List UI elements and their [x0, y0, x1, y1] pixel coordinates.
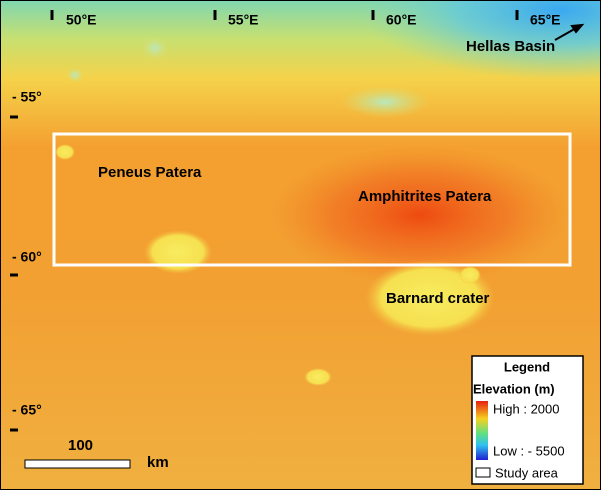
longitude-label: 65°E	[530, 12, 561, 28]
crater	[144, 230, 212, 274]
longitude-label: 50°E	[66, 12, 97, 28]
legend-subtitle: Elevation (m)	[473, 381, 555, 396]
longitude-label: 60°E	[386, 12, 417, 28]
scale-bar	[25, 460, 130, 468]
legend-title: Legend	[504, 359, 550, 374]
crater	[55, 144, 75, 160]
legend-high: High : 2000	[493, 401, 560, 416]
latitude-label: - 60°	[12, 249, 42, 265]
legend-study-area: Study area	[495, 465, 559, 480]
latitude-label: - 65°	[12, 402, 42, 418]
legend-ramp	[476, 401, 488, 460]
map: 50°E 55°E 60°E 65°E - 55° - 60° - 65° He…	[0, 0, 601, 490]
crater	[304, 368, 332, 386]
annotation: Barnard crater	[386, 290, 490, 307]
scale-distance: 100	[68, 437, 93, 454]
crater	[141, 36, 169, 60]
annotation: Hellas Basin	[466, 38, 555, 55]
legend-low: Low : - 5500	[493, 443, 565, 458]
scale-unit: km	[147, 454, 169, 471]
crater	[66, 67, 84, 83]
latitude-label: - 55°	[12, 89, 42, 105]
legend-study-swatch	[476, 468, 490, 477]
crater	[340, 86, 430, 118]
legend: Legend Elevation (m) High : 2000 Low : -…	[472, 356, 583, 484]
annotation: Amphitrites Patera	[358, 188, 492, 205]
crater	[459, 266, 481, 284]
annotation: Peneus Patera	[98, 164, 202, 181]
longitude-label: 55°E	[228, 12, 259, 28]
